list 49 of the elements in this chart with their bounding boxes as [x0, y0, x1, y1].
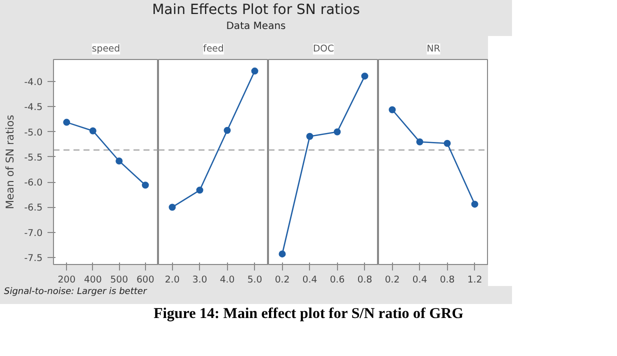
point — [334, 128, 341, 136]
x-tick-label: 0.2 — [274, 274, 290, 286]
text: Signal-to-noise: Larger is better — [4, 286, 147, 299]
y-tick-label: -4.5 — [24, 102, 43, 114]
point — [142, 182, 149, 189]
x-tick-label: 0.8 — [357, 274, 372, 286]
point — [116, 158, 123, 164]
point — [63, 118, 70, 126]
y-axis-title: Mean of SN ratios — [3, 114, 16, 210]
y-tick-label: -6.5 — [24, 202, 43, 214]
point — [361, 72, 368, 80]
x-tick-label: 0.4 — [302, 274, 318, 286]
x-axis-title: DOC — [312, 44, 334, 54]
x-tick-label: 2.0 — [164, 274, 180, 286]
point — [196, 186, 204, 194]
x-tick-label: 0.6 — [330, 274, 345, 286]
x-tick-label: 600 — [136, 274, 154, 286]
x-axis-title: speed — [92, 44, 120, 54]
point — [416, 138, 424, 146]
point — [444, 140, 451, 147]
text: Data Means — [226, 20, 286, 34]
caption: Figure 14: Main effect plot for S/N ratio of GRG — [154, 305, 464, 324]
point — [471, 200, 478, 208]
y-tick-label: -5.0 — [24, 127, 43, 138]
x-tick-label: 0.2 — [384, 274, 400, 286]
y-tick-label: -4.0 — [24, 77, 43, 88]
text: Main Effects Plot for SN ratios — [152, 1, 360, 20]
x-tick-label: 4.0 — [220, 274, 235, 286]
x-tick-label: 200 — [58, 274, 76, 286]
x-tick-label: 400 — [84, 274, 102, 286]
point — [306, 132, 314, 140]
point — [168, 204, 176, 211]
point — [89, 127, 96, 134]
point — [388, 106, 396, 114]
x-tick-label: 500 — [110, 274, 128, 286]
x-tick-label: 0.8 — [440, 274, 455, 286]
x-tick-label: 5.0 — [247, 274, 262, 286]
x-axis-title: feed — [203, 44, 224, 54]
y-tick-label: -7.0 — [24, 228, 43, 239]
point — [278, 250, 286, 258]
point — [224, 126, 231, 134]
x-tick-label: 1.2 — [467, 274, 482, 286]
x-tick-label: 3.0 — [192, 274, 208, 286]
y-tick-label: -7.5 — [24, 252, 43, 264]
x-axis-title: NR — [426, 44, 441, 54]
y-tick-label: -5.5 — [24, 152, 43, 164]
point — [251, 68, 258, 75]
x-tick-label: 0.4 — [412, 274, 428, 286]
y-tick-label: -6.0 — [24, 178, 43, 189]
